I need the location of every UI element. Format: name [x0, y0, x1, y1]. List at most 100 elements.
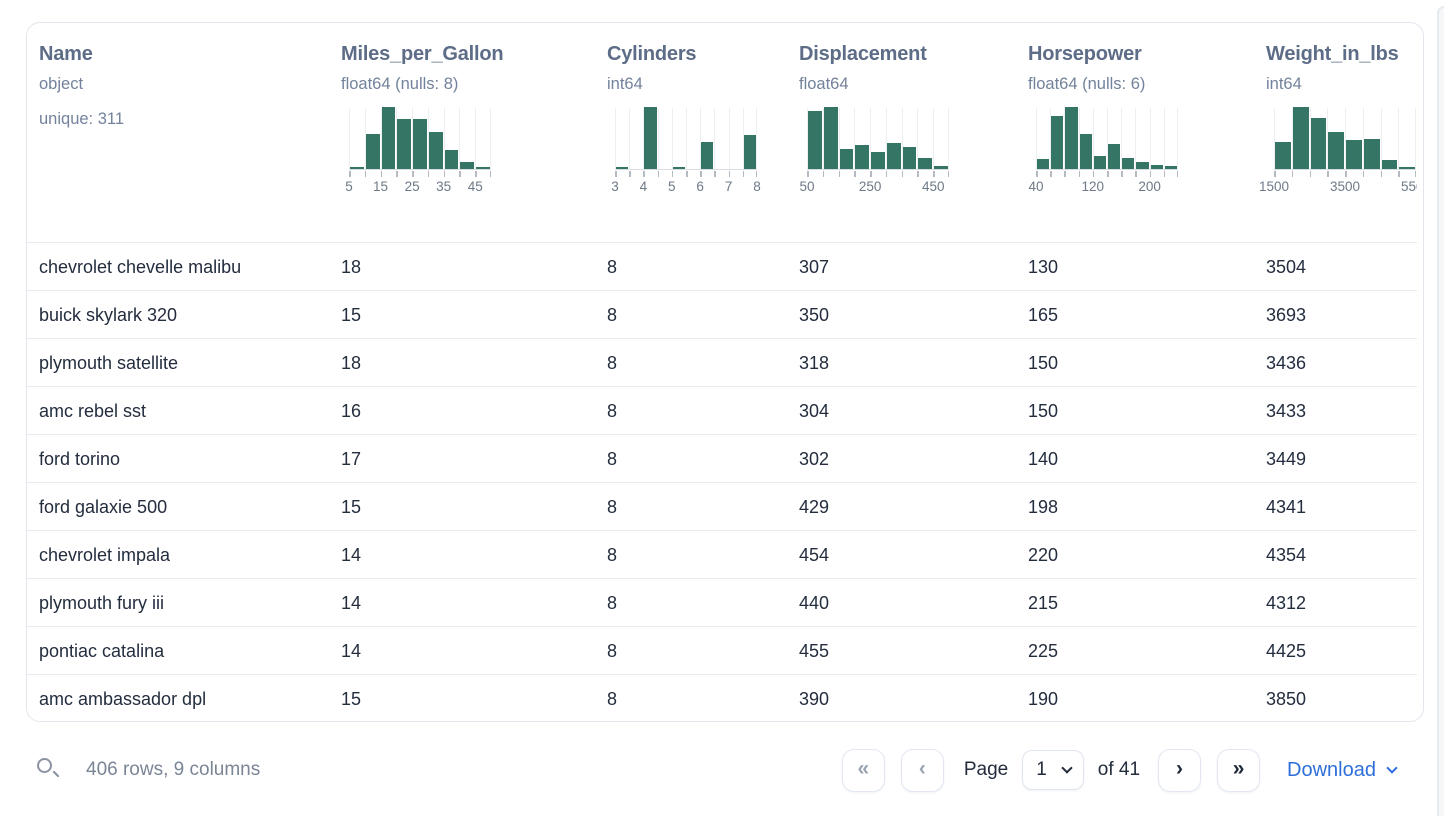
download-label: Download — [1287, 758, 1376, 781]
column-header: Weight_in_lbs int64 1500 3500 5500 — [1259, 23, 1417, 242]
column-dtype: int64 — [1266, 75, 1302, 93]
table-cell: 8 — [607, 400, 618, 421]
grid-line — [643, 108, 645, 170]
grid-line — [807, 108, 808, 170]
adjacent-card-edge — [1437, 6, 1444, 816]
grid-line — [756, 108, 757, 170]
table-row[interactable]: amc ambassador dpl 15 8 390 190 3850 — [27, 674, 1417, 721]
column-dtype: float64 — [799, 75, 849, 93]
table-cell: 130 — [1028, 256, 1059, 277]
axis-tick — [1149, 171, 1152, 177]
grid-line — [742, 108, 744, 170]
table-cell: 8 — [607, 640, 618, 661]
table-row[interactable]: amc rebel sst 16 8 304 150 3433 — [27, 386, 1417, 434]
table-row[interactable]: ford torino 17 8 302 140 3449 — [27, 434, 1417, 482]
grid-line — [1380, 108, 1382, 170]
first-page-button[interactable]: « — [841, 748, 885, 792]
histogram-bar — [644, 107, 657, 169]
axis-tick — [885, 171, 888, 177]
histogram-bar — [855, 145, 870, 169]
chevron-down-icon — [1386, 761, 1398, 774]
table-row[interactable]: chevrolet chevelle malibu 18 8 307 130 3504 — [27, 242, 1417, 290]
table-cell: 8 — [607, 592, 618, 613]
grid-line — [686, 108, 687, 170]
column-name: Weight_in_lbs — [1266, 43, 1399, 65]
grid-line — [1149, 108, 1151, 170]
axis-tick — [643, 171, 645, 177]
grid-line — [1398, 108, 1400, 170]
table-cell: plymouth fury iii — [39, 592, 165, 613]
histogram-bar — [1346, 140, 1362, 169]
prev-page-button[interactable]: ‹ — [900, 748, 944, 792]
histogram-bar — [476, 167, 490, 169]
column-name: Name — [39, 43, 93, 65]
table-cell: 8 — [607, 352, 618, 373]
last-page-button[interactable]: » — [1217, 748, 1261, 792]
histogram-bar — [350, 167, 364, 169]
table-row[interactable]: ford galaxie 500 15 8 429 198 4341 — [27, 482, 1417, 530]
histogram-bar — [1093, 156, 1106, 169]
table-cell: 220 — [1028, 544, 1059, 565]
axis-label: 35 — [436, 179, 452, 194]
axis-baseline — [615, 169, 757, 170]
table-cell: 14 — [341, 592, 362, 613]
search-icon[interactable] — [36, 757, 62, 783]
axis-ticks — [1036, 170, 1178, 177]
column-name: Horsepower — [1028, 43, 1142, 65]
histogram-plot-area — [1274, 107, 1416, 170]
table-cell: ford galaxie 500 — [39, 496, 168, 517]
axis-tick — [657, 171, 660, 177]
column-header: Displacement float64 50 250 450 — [799, 23, 1028, 242]
histogram-bar — [934, 166, 948, 169]
table-row[interactable]: pontiac catalina 14 8 455 225 4425 — [27, 626, 1417, 674]
table-cell: 14 — [341, 640, 362, 661]
axis-tick — [475, 171, 477, 177]
grid-line — [870, 108, 872, 170]
axis-tick — [686, 171, 688, 177]
page-label: Page — [963, 759, 1009, 780]
table-row[interactable]: buick skylark 320 15 8 350 165 3693 — [27, 290, 1417, 338]
histogram-bar — [871, 152, 885, 169]
axis-tick — [349, 171, 351, 177]
axis-labels: 50 250 450 — [799, 179, 949, 197]
axis-tick — [443, 171, 446, 177]
axis-ticks — [615, 170, 757, 177]
histogram-plot-area — [807, 107, 949, 170]
axis-label: 1500 — [1258, 179, 1290, 194]
axis-label: 8 — [753, 179, 761, 194]
grid-line — [1415, 108, 1416, 170]
grid-line — [1327, 108, 1329, 170]
grid-line — [615, 108, 616, 170]
table-row[interactable]: chevrolet impala 14 8 454 220 4354 — [27, 530, 1417, 578]
column-header: Cylinders int64 3 4 5 6 7 8 — [607, 23, 799, 242]
histogram-bar — [381, 107, 396, 169]
axis-tick — [714, 171, 716, 177]
table-cell: 304 — [799, 400, 830, 421]
histogram-bar — [1122, 158, 1135, 169]
grid-line — [728, 108, 730, 170]
table-cell: 3693 — [1266, 304, 1307, 325]
table-cell: buick skylark 320 — [39, 304, 178, 325]
axis-tick — [933, 171, 935, 177]
table-cell: 307 — [799, 256, 830, 277]
grid-line — [459, 108, 461, 170]
axis-label: 5 — [668, 179, 676, 194]
download-button[interactable]: Download — [1287, 758, 1398, 782]
table-row[interactable]: plymouth satellite 18 8 318 150 3436 — [27, 338, 1417, 386]
table-cell: 455 — [799, 640, 830, 661]
histogram-plot-area — [615, 107, 757, 170]
table-row[interactable]: plymouth fury iii 14 8 440 215 4312 — [27, 578, 1417, 626]
grid-line — [1163, 108, 1165, 170]
axis-baseline — [349, 169, 491, 170]
table-header-row: Name object unique: 311 Miles_per_Gallon flo… — [27, 23, 1417, 242]
axis-tick — [1163, 171, 1166, 177]
table-cell: 18 — [341, 256, 362, 277]
axis-tick — [1050, 171, 1052, 177]
axis-label: 25 — [404, 179, 420, 194]
table-cell: 318 — [799, 352, 830, 373]
next-page-button[interactable]: › — [1158, 748, 1202, 792]
grid-line — [490, 108, 491, 170]
column-name: Miles_per_Gallon — [341, 43, 504, 65]
page-select[interactable]: 1 — [1022, 750, 1084, 790]
axis-label: 120 — [1081, 179, 1105, 194]
